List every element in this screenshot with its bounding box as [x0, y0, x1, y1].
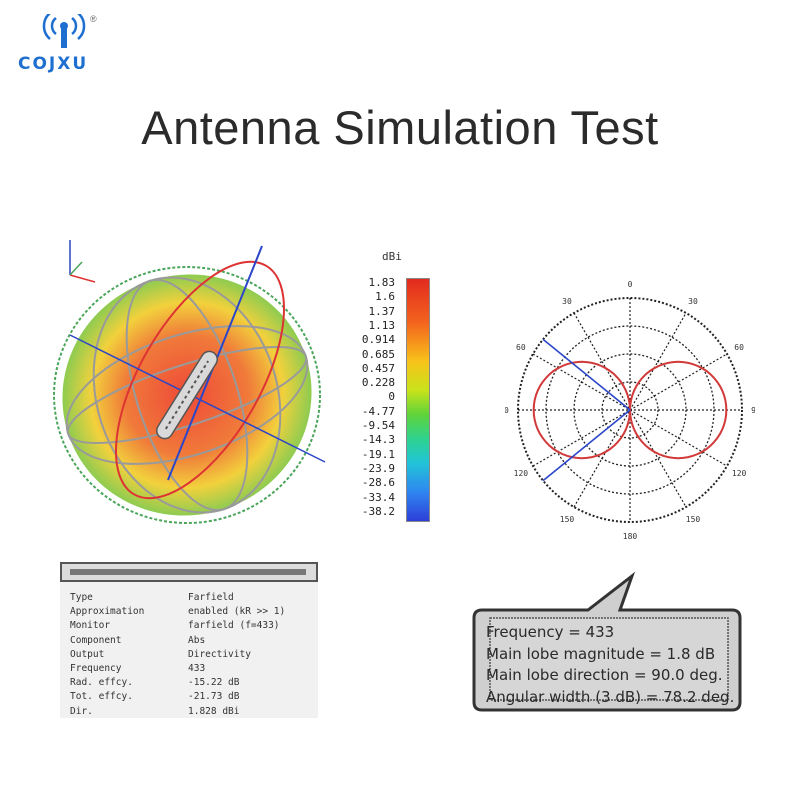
- info-key: Frequency: [70, 663, 122, 674]
- info-key: Dir.: [70, 705, 93, 717]
- summary-text: Frequency = 433 Main lobe magnitude = 1.8…: [486, 622, 735, 708]
- antenna-element: [155, 350, 219, 440]
- polar-angle-label: 120: [514, 469, 529, 478]
- scale-label: 1.37: [368, 304, 396, 318]
- info-row: Component Abs: [70, 635, 310, 647]
- info-row: Frequency 433: [70, 663, 310, 675]
- x-axis: [69, 334, 326, 463]
- summary-callout: [472, 572, 742, 712]
- beamwidth-line: [542, 409, 631, 482]
- info-key: Component: [70, 634, 122, 646]
- axis-triad-icon: [69, 240, 96, 283]
- polar-angle-label: 90: [751, 406, 755, 415]
- page-title: Antenna Simulation Test: [141, 101, 659, 154]
- summary-line: Angular width (3 dB) = 78.2 deg.: [486, 687, 735, 706]
- info-value: Abs: [188, 634, 206, 646]
- info-value: Directivity: [188, 648, 251, 660]
- info-key: Type: [70, 592, 93, 603]
- scale-label: 1.13: [368, 318, 396, 332]
- scale-label: 0.228: [361, 376, 395, 390]
- pattern-ring-2: [66, 345, 308, 445]
- polar-angle-label: 180: [623, 532, 638, 541]
- scale-label: 0.914: [361, 333, 395, 347]
- scale-label: -14.3: [361, 433, 395, 447]
- scale-label: -23.9: [361, 461, 395, 475]
- summary-line: Frequency = 433: [486, 623, 615, 641]
- pattern-ring-4: [125, 278, 249, 512]
- scale-label: 1.6: [375, 290, 395, 304]
- scale-unit: dBi: [382, 250, 402, 263]
- polar-angle-label: 150: [686, 515, 701, 524]
- scale-label: -33.4: [361, 490, 395, 504]
- brand-name: COJXU: [18, 54, 89, 74]
- info-value: Farfield: [188, 592, 234, 603]
- scale-label: 0.685: [361, 347, 395, 361]
- polar-angle-label: 30: [562, 297, 572, 306]
- polar-spoke: [532, 353, 728, 467]
- summary-line: Main lobe magnitude = 1.8 dB: [486, 644, 716, 663]
- polar-angle-label: 90: [505, 406, 509, 415]
- registered-mark: ®: [90, 14, 97, 24]
- info-key: Tot. effcy.: [70, 691, 133, 703]
- polar-angle-label: 0: [628, 280, 633, 289]
- info-row: Output Directivity: [70, 649, 310, 661]
- info-row: Approximation enabled (kR >> 1): [70, 606, 310, 618]
- info-key: Output: [70, 648, 105, 660]
- info-row: Tot. effcy. -21.73 dB: [70, 691, 310, 703]
- pattern-ring-outer: [53, 266, 321, 524]
- info-row: Dir. 1.828 dBi: [70, 706, 310, 718]
- summary-line: Main lobe direction = 90.0 deg.: [486, 666, 723, 684]
- scale-label: -38.2: [361, 504, 395, 518]
- color-scale: dBi 1.83 1.6 1.37 1.13 0.914 0.685 0.457 0.228 0…: [340, 250, 450, 540]
- info-row: Rad. effcy. -15.22 dB: [70, 677, 310, 689]
- scale-label: -4.77: [361, 404, 395, 418]
- polar-spoke: [532, 353, 728, 467]
- info-key: Rad. effcy.: [70, 677, 133, 689]
- info-value: farfield (f=433): [188, 620, 280, 632]
- beamwidth-line: [542, 338, 631, 411]
- farfield-info-table: Type Farfield Approximation enabled (kR >> …: [60, 562, 318, 718]
- scale-label: -28.6: [361, 476, 395, 490]
- scale-label: 1.83: [368, 276, 396, 289]
- info-value: 433: [188, 663, 206, 674]
- brand-logo: ® COJXU: [14, 14, 134, 74]
- scale-label: -19.1: [361, 447, 395, 461]
- polar-angle-label: 60: [516, 343, 526, 352]
- info-key: Monitor: [70, 620, 111, 632]
- info-row: Type Farfield: [70, 592, 310, 604]
- info-value: -15.22 dB: [188, 677, 240, 689]
- info-value: enabled (kR >> 1): [188, 606, 286, 618]
- 3d-radiation-pattern: [53, 240, 326, 524]
- polar-ring: [517, 297, 743, 523]
- info-key: Approximation: [70, 606, 145, 618]
- pattern-ring-red: [115, 260, 285, 500]
- wireless-signal-icon: [42, 14, 86, 48]
- polar-angle-label: 60: [734, 343, 744, 352]
- info-value: 1.828 dBi: [188, 705, 240, 717]
- scale-label: -9.54: [361, 419, 395, 432]
- polar-angle-label: 120: [732, 469, 747, 478]
- polar-angle-label: 150: [560, 515, 575, 524]
- scale-label: 0.457: [361, 361, 395, 375]
- info-table-header: [60, 562, 318, 582]
- scale-label: 0: [388, 390, 395, 404]
- info-row: Monitor farfield (f=433): [70, 620, 310, 632]
- info-value: -21.73 dB: [188, 691, 240, 703]
- polar-radiation-plot: 0 30 60 90 120 150 180 150 120 90 60 30: [505, 280, 755, 541]
- polar-angle-label: 30: [688, 297, 698, 306]
- scale-color-bar: [406, 278, 430, 522]
